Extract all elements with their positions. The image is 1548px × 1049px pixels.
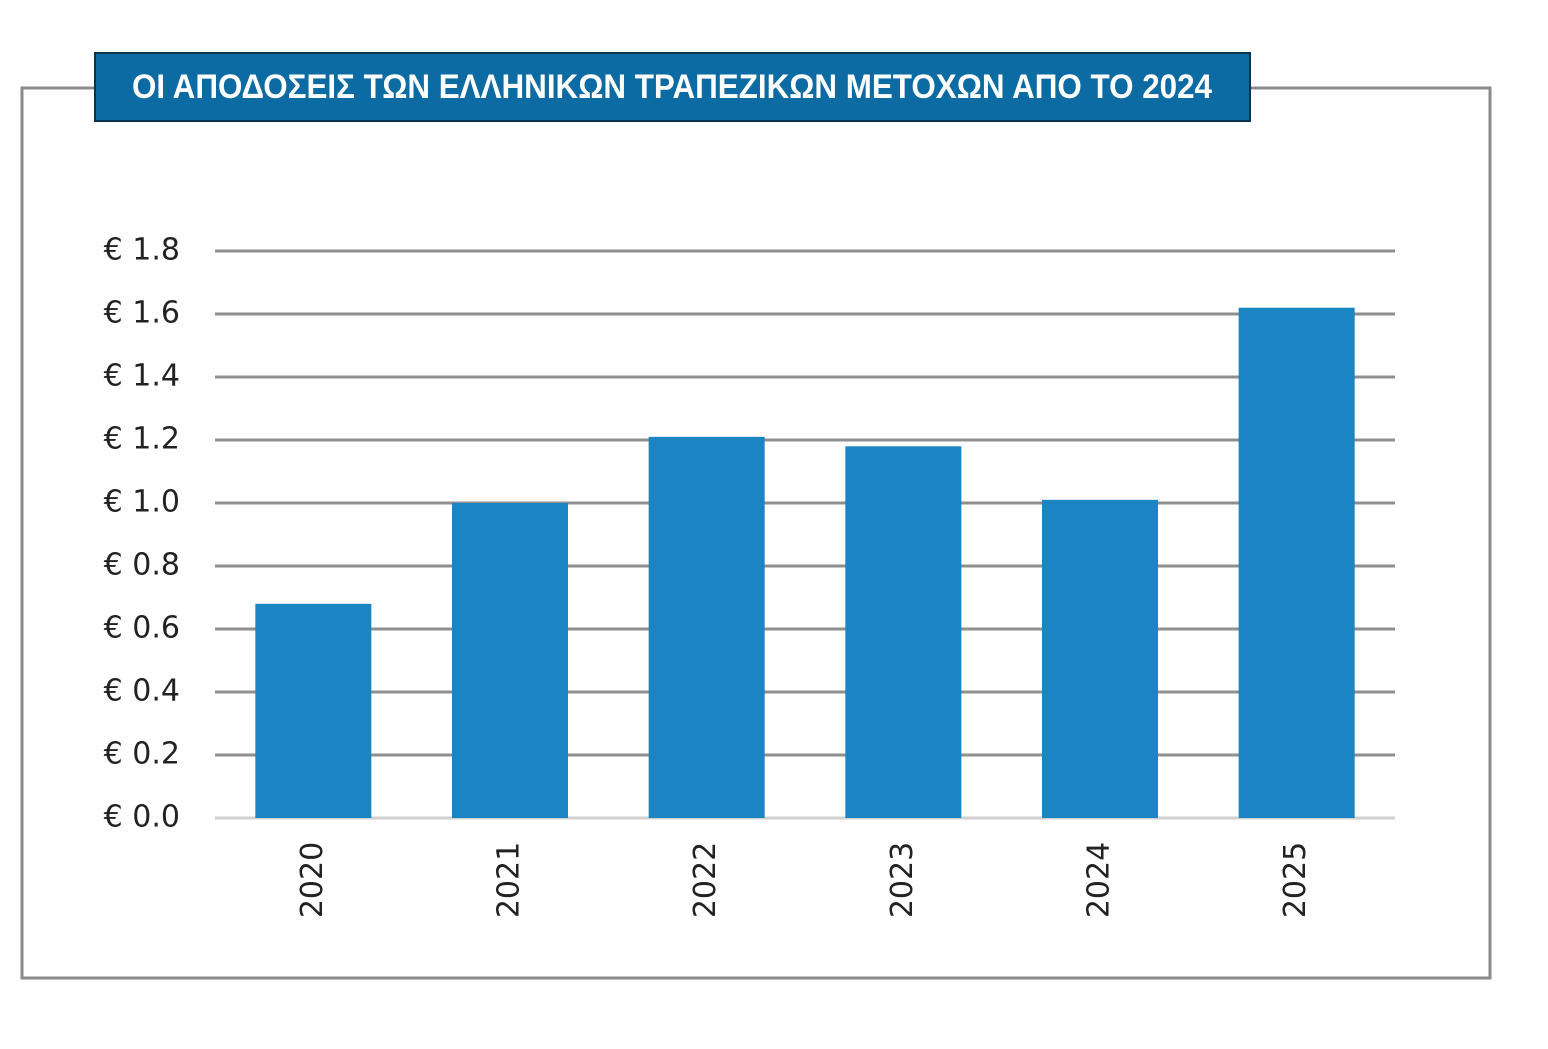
bar [648,436,765,818]
bar [1041,499,1159,818]
x-tick-label: 2025 [1278,842,1313,918]
y-tick-label: € 1.2 [104,422,180,457]
bar [1238,307,1355,818]
bar [845,446,962,818]
y-tick-label: € 0.8 [104,548,180,583]
y-tick-label: € 1.8 [104,233,180,268]
y-tick-label: € 1.4 [104,359,180,394]
bar [451,503,569,818]
x-tick-label: 2023 [885,842,920,918]
chart-title: ΟΙ ΑΠΟΔΟΣΕΙΣ ΤΩΝ ΕΛΛΗΝΙΚΩΝ ΤΡΑΠΕΖΙΚΩΝ ΜΕ… [132,68,1212,106]
title-box [94,52,1251,122]
y-tick-label: € 0.4 [104,674,180,709]
y-tick-label: € 1.0 [104,485,180,520]
x-tick-label: 2021 [492,842,527,918]
x-tick-label: 2020 [295,842,330,918]
x-tick-label: 2024 [1082,842,1117,918]
y-tick-label: € 0.0 [104,800,180,835]
y-tick-label: € 1.6 [104,296,180,331]
y-tick-label: € 0.6 [104,611,180,646]
y-tick-label: € 0.2 [104,737,180,772]
bar [255,603,372,818]
x-tick-label: 2022 [688,842,723,918]
